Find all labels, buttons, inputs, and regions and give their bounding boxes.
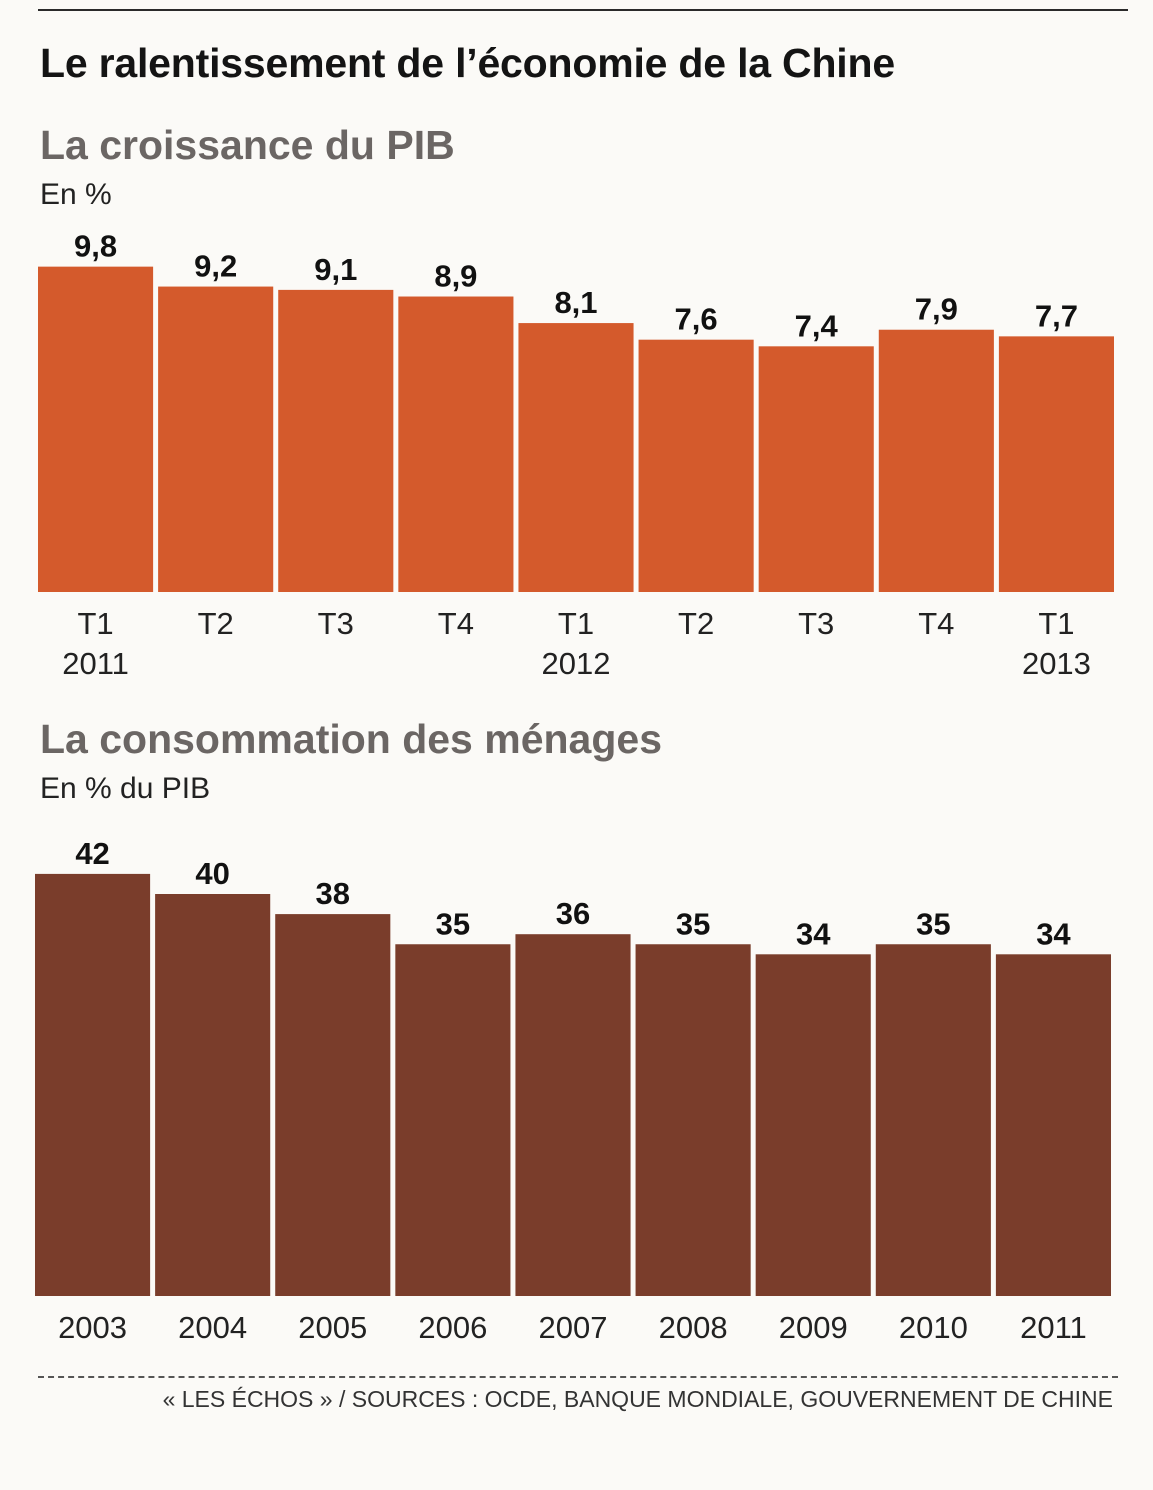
category-label-0-8: T1: [1038, 606, 1074, 641]
value-label-1-5: 35: [676, 906, 710, 941]
value-label-0-2: 9,1: [314, 252, 357, 287]
value-label-1-7: 35: [916, 906, 950, 941]
footer-divider: [38, 1376, 1118, 1378]
pib-unit-label: En %: [40, 178, 112, 211]
pib-chart-title: La croissance du PIB: [40, 122, 455, 168]
bar-1-6: [755, 954, 871, 1296]
value-label-1-8: 34: [1036, 916, 1071, 951]
bar-0-1: [158, 286, 274, 592]
category-label-1-7: 2010: [899, 1310, 968, 1345]
bar-0-0: [38, 266, 154, 592]
category-label-1-8: 2011: [1020, 1310, 1087, 1345]
category-label-1-1: 2004: [178, 1310, 247, 1345]
value-label-1-6: 34: [796, 916, 831, 951]
category-label-0-4: T1: [558, 606, 594, 641]
bar-1-0: [35, 873, 151, 1296]
year-label-0-0: 2011: [62, 646, 129, 681]
category-label-1-4: 2007: [539, 1310, 608, 1345]
category-label-0-1: T2: [198, 606, 234, 641]
bar-0-2: [278, 289, 394, 592]
bar-0-3: [398, 296, 514, 592]
pib-bar-chart: 9,8 T1 2011 9,2 T2 9,1 T3 8,9 T4 8,1 T1 2012 7,6 T2 7,…: [38, 229, 1114, 681]
source-note: « LES ÉCHOS » / SOURCES : OCDE, BANQUE M…: [162, 1386, 1113, 1412]
conso-unit-label: En % du PIB: [40, 772, 211, 805]
main-title: Le ralentissement de l’économie de la Ch…: [40, 40, 895, 86]
bar-0-6: [758, 346, 874, 592]
category-label-0-5: T2: [678, 606, 714, 641]
value-label-0-3: 8,9: [434, 259, 477, 294]
bar-1-7: [875, 944, 991, 1296]
bar-0-4: [518, 323, 634, 592]
value-label-1-2: 38: [316, 876, 350, 911]
category-label-1-6: 2009: [779, 1310, 848, 1345]
category-label-1-5: 2008: [659, 1310, 728, 1345]
category-label-1-2: 2005: [298, 1310, 367, 1345]
value-label-0-8: 7,7: [1035, 298, 1078, 333]
value-label-1-0: 42: [75, 836, 109, 871]
bar-0-7: [878, 329, 994, 592]
bar-1-3: [395, 944, 511, 1296]
category-label-0-7: T4: [918, 606, 954, 641]
value-label-0-5: 7,6: [675, 302, 718, 337]
year-label-0-4: 2012: [542, 646, 611, 681]
value-label-1-1: 40: [195, 856, 229, 891]
bar-0-8: [998, 336, 1114, 592]
bar-1-5: [635, 944, 751, 1296]
category-label-0-0: T1: [77, 606, 113, 641]
category-label-0-2: T3: [318, 606, 354, 641]
value-label-0-1: 9,2: [194, 249, 237, 284]
bar-1-2: [275, 914, 391, 1296]
conso-chart-title: La consommation des ménages: [40, 716, 663, 762]
value-label-1-3: 35: [436, 906, 470, 941]
top-rule: [38, 9, 1128, 11]
bar-0-5: [638, 339, 754, 592]
value-label-0-7: 7,9: [915, 292, 958, 327]
year-label-0-8: 2013: [1022, 646, 1091, 681]
value-label-0-4: 8,1: [554, 285, 597, 320]
category-label-1-3: 2006: [418, 1310, 487, 1345]
value-label-1-4: 36: [556, 896, 590, 931]
conso-bar-chart: 42 2003 40 2004 38 2005 35 2006 36 2007 35 2008 34 20…: [35, 836, 1111, 1345]
bar-1-1: [155, 894, 271, 1296]
bar-1-4: [515, 934, 631, 1296]
category-label-0-6: T3: [798, 606, 834, 641]
value-label-0-0: 9,8: [74, 229, 117, 264]
category-label-1-0: 2003: [58, 1310, 127, 1345]
category-label-0-3: T4: [438, 606, 474, 641]
bar-1-8: [995, 954, 1111, 1296]
value-label-0-6: 7,4: [795, 308, 839, 343]
